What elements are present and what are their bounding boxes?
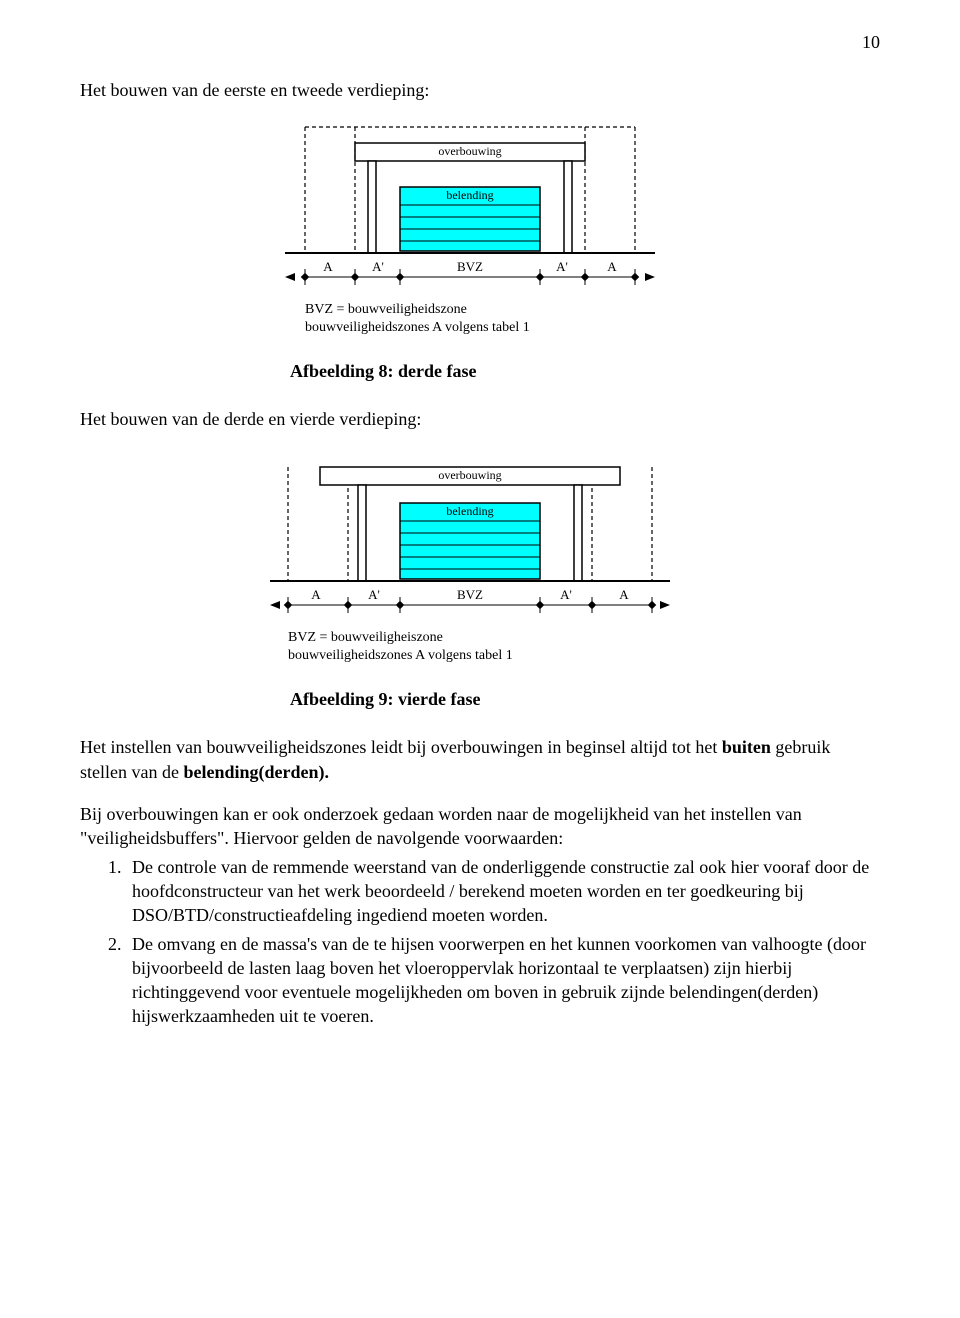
list-num-1: 1.: [108, 855, 132, 928]
p3-part-a: Het instellen van bouwveiligheidszones l…: [80, 737, 722, 757]
caption-8: Afbeelding 8: derde fase: [290, 359, 880, 383]
conditions-list: 1. De controle van de remmende weerstand…: [108, 855, 880, 1029]
diagram-9: overbouwing belending A A' BVZ A' A BVZ …: [230, 449, 710, 679]
svg-text:A: A: [323, 259, 333, 274]
list-body-2: De omvang en de massa's van de te hijsen…: [132, 932, 880, 1029]
p3-bold-2: belending(derden).: [183, 762, 329, 782]
svg-text:A: A: [607, 259, 617, 274]
legend-line-2: bouwveiligheidszones A volgens tabel 1: [305, 320, 530, 335]
svg-text:A': A': [368, 587, 380, 602]
list-item-1: 1. De controle van de remmende weerstand…: [108, 855, 880, 928]
svg-text:BVZ: BVZ: [457, 259, 483, 274]
diagram-8: overbouwing belending A A' BVZ A' A BVZ …: [230, 121, 710, 351]
svg-text:A': A': [556, 259, 568, 274]
legend-line-1: BVZ = bouwveiligheidszone: [305, 302, 467, 317]
overbouwing-label: overbouwing: [438, 144, 501, 158]
legend-line-2b: bouwveiligheidszones A volgens tabel 1: [288, 648, 513, 663]
paragraph-2: Het bouwen van de derde en vierde verdie…: [80, 407, 880, 431]
list-body-1: De controle van de remmende weerstand va…: [132, 855, 880, 928]
belending-label-2: belending: [446, 504, 493, 518]
svg-text:BVZ: BVZ: [457, 587, 483, 602]
paragraph-1: Het bouwen van de eerste en tweede verdi…: [80, 78, 880, 102]
svg-text:A': A': [372, 259, 384, 274]
paragraph-3: Het instellen van bouwveiligheidszones l…: [80, 735, 880, 784]
page-number: 10: [80, 30, 880, 54]
caption-9: Afbeelding 9: vierde fase: [290, 687, 880, 711]
paragraph-4: Bij overbouwingen kan er ook onderzoek g…: [80, 802, 880, 851]
svg-text:A: A: [619, 587, 629, 602]
belending-label: belending: [446, 188, 493, 202]
svg-text:A: A: [311, 587, 321, 602]
legend-line-1b: BVZ = bouwveiligheiszone: [288, 630, 443, 645]
overbouwing-label-2: overbouwing: [438, 468, 501, 482]
svg-text:A': A': [560, 587, 572, 602]
p3-bold-1: buiten: [722, 737, 771, 757]
list-num-2: 2.: [108, 932, 132, 1029]
list-item-2: 2. De omvang en de massa's van de te hij…: [108, 932, 880, 1029]
